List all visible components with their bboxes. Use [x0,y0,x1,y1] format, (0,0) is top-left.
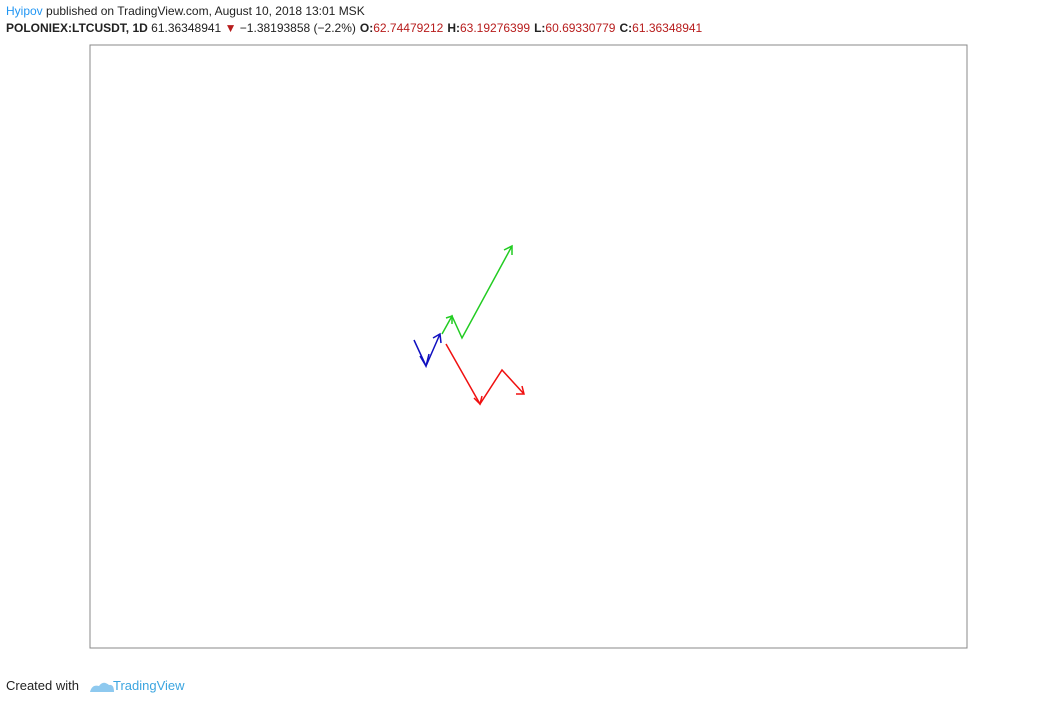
plot-frame [89,44,968,649]
footer: Created with TradingView [6,678,185,693]
green-path [441,245,513,340]
down-arrow: ▼ [224,21,237,35]
change: −1.38193858 (−2.2%) [239,21,356,35]
created-with: Created with [6,678,79,693]
ohlc-value: 63.19276399 [459,21,531,35]
last-price: 61.36348941 [151,21,222,35]
publish-line: Hyipov published on TradingView.com, Aug… [6,4,365,18]
author[interactable]: Hyipov [6,4,43,18]
ohlc: O:62.74479212 H:63.19276399 L:60.69330779 C… [356,21,702,35]
arrowhead [445,314,453,324]
ohlc-value: 62.74479212 [373,21,444,35]
arrowhead [503,244,513,255]
brand[interactable]: TradingView [112,678,185,693]
ohlc-value: 60.69330779 [545,21,616,35]
symbol: POLONIEX:LTCUSDT, 1D [6,21,148,35]
arrowhead [432,332,442,344]
arrowhead [516,385,525,395]
arrows [413,244,525,406]
tradingview-logo [90,682,114,692]
arrowhead [419,353,430,368]
red-path [445,343,525,406]
ohlc-key: L: [534,21,546,35]
published: published on TradingView.com, August 10,… [46,4,365,18]
ohlc-value: 61.36348941 [632,21,703,35]
ohlc-key: C: [619,21,633,35]
ohlc-key: O: [359,21,374,35]
ohlc-key: H: [447,21,460,35]
symbol-line: POLONIEX:LTCUSDT, 1D 61.36348941 ▼ −1.38… [6,21,702,35]
arrowhead [473,395,483,406]
